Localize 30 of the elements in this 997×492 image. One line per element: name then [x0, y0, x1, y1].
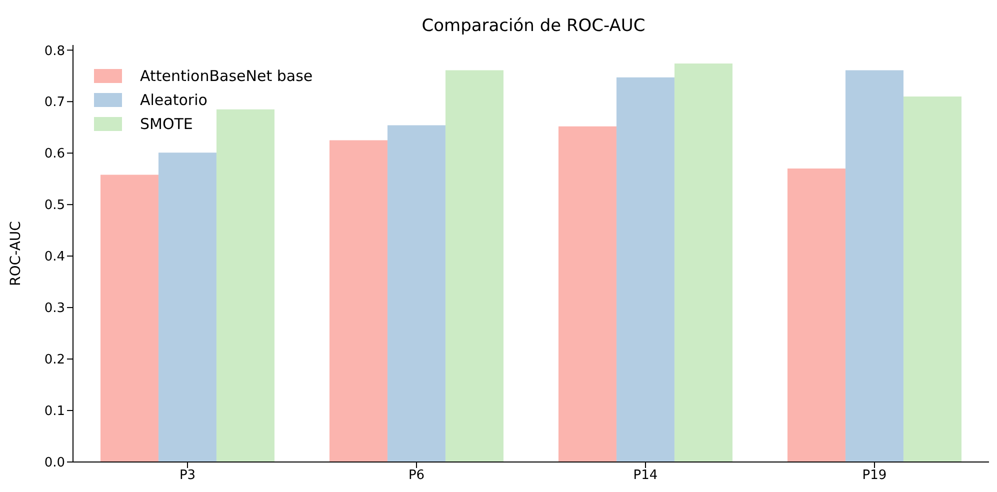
- bar: [158, 152, 216, 462]
- y-tick-label: 0.2: [44, 352, 65, 368]
- y-tick-label: 0.7: [44, 95, 65, 110]
- bar: [558, 126, 616, 462]
- y-tick-label: 0.0: [44, 456, 65, 471]
- legend-label: AttentionBaseNet base: [140, 67, 313, 85]
- bar: [903, 96, 962, 462]
- x-tick-label: P19: [862, 468, 887, 484]
- y-tick-label: 0.3: [44, 301, 65, 316]
- bar: [845, 70, 904, 462]
- y-axis-title: ROC-AUC: [8, 220, 24, 286]
- bar: [674, 64, 732, 462]
- bar: [100, 174, 158, 462]
- x-tick-label: P14: [633, 468, 658, 484]
- x-tick-label: P3: [179, 468, 196, 484]
- y-tick-label: 0.4: [44, 250, 65, 265]
- y-tick-label: 0.8: [44, 44, 65, 59]
- bar: [329, 140, 388, 462]
- chart-title: Comparación de ROC-AUC: [420, 16, 646, 36]
- y-tick-label: 0.6: [44, 146, 65, 162]
- bar: [387, 125, 446, 462]
- bar: [445, 70, 504, 462]
- x-tick-label: P6: [408, 468, 425, 484]
- bar: [616, 77, 674, 462]
- y-tick-label: 0.1: [44, 404, 65, 420]
- legend-label: Aleatorio: [140, 91, 208, 109]
- bar: [787, 168, 846, 462]
- legend-label: SMOTE: [140, 115, 193, 133]
- bar: [216, 109, 274, 462]
- y-tick-label: 0.5: [44, 198, 65, 214]
